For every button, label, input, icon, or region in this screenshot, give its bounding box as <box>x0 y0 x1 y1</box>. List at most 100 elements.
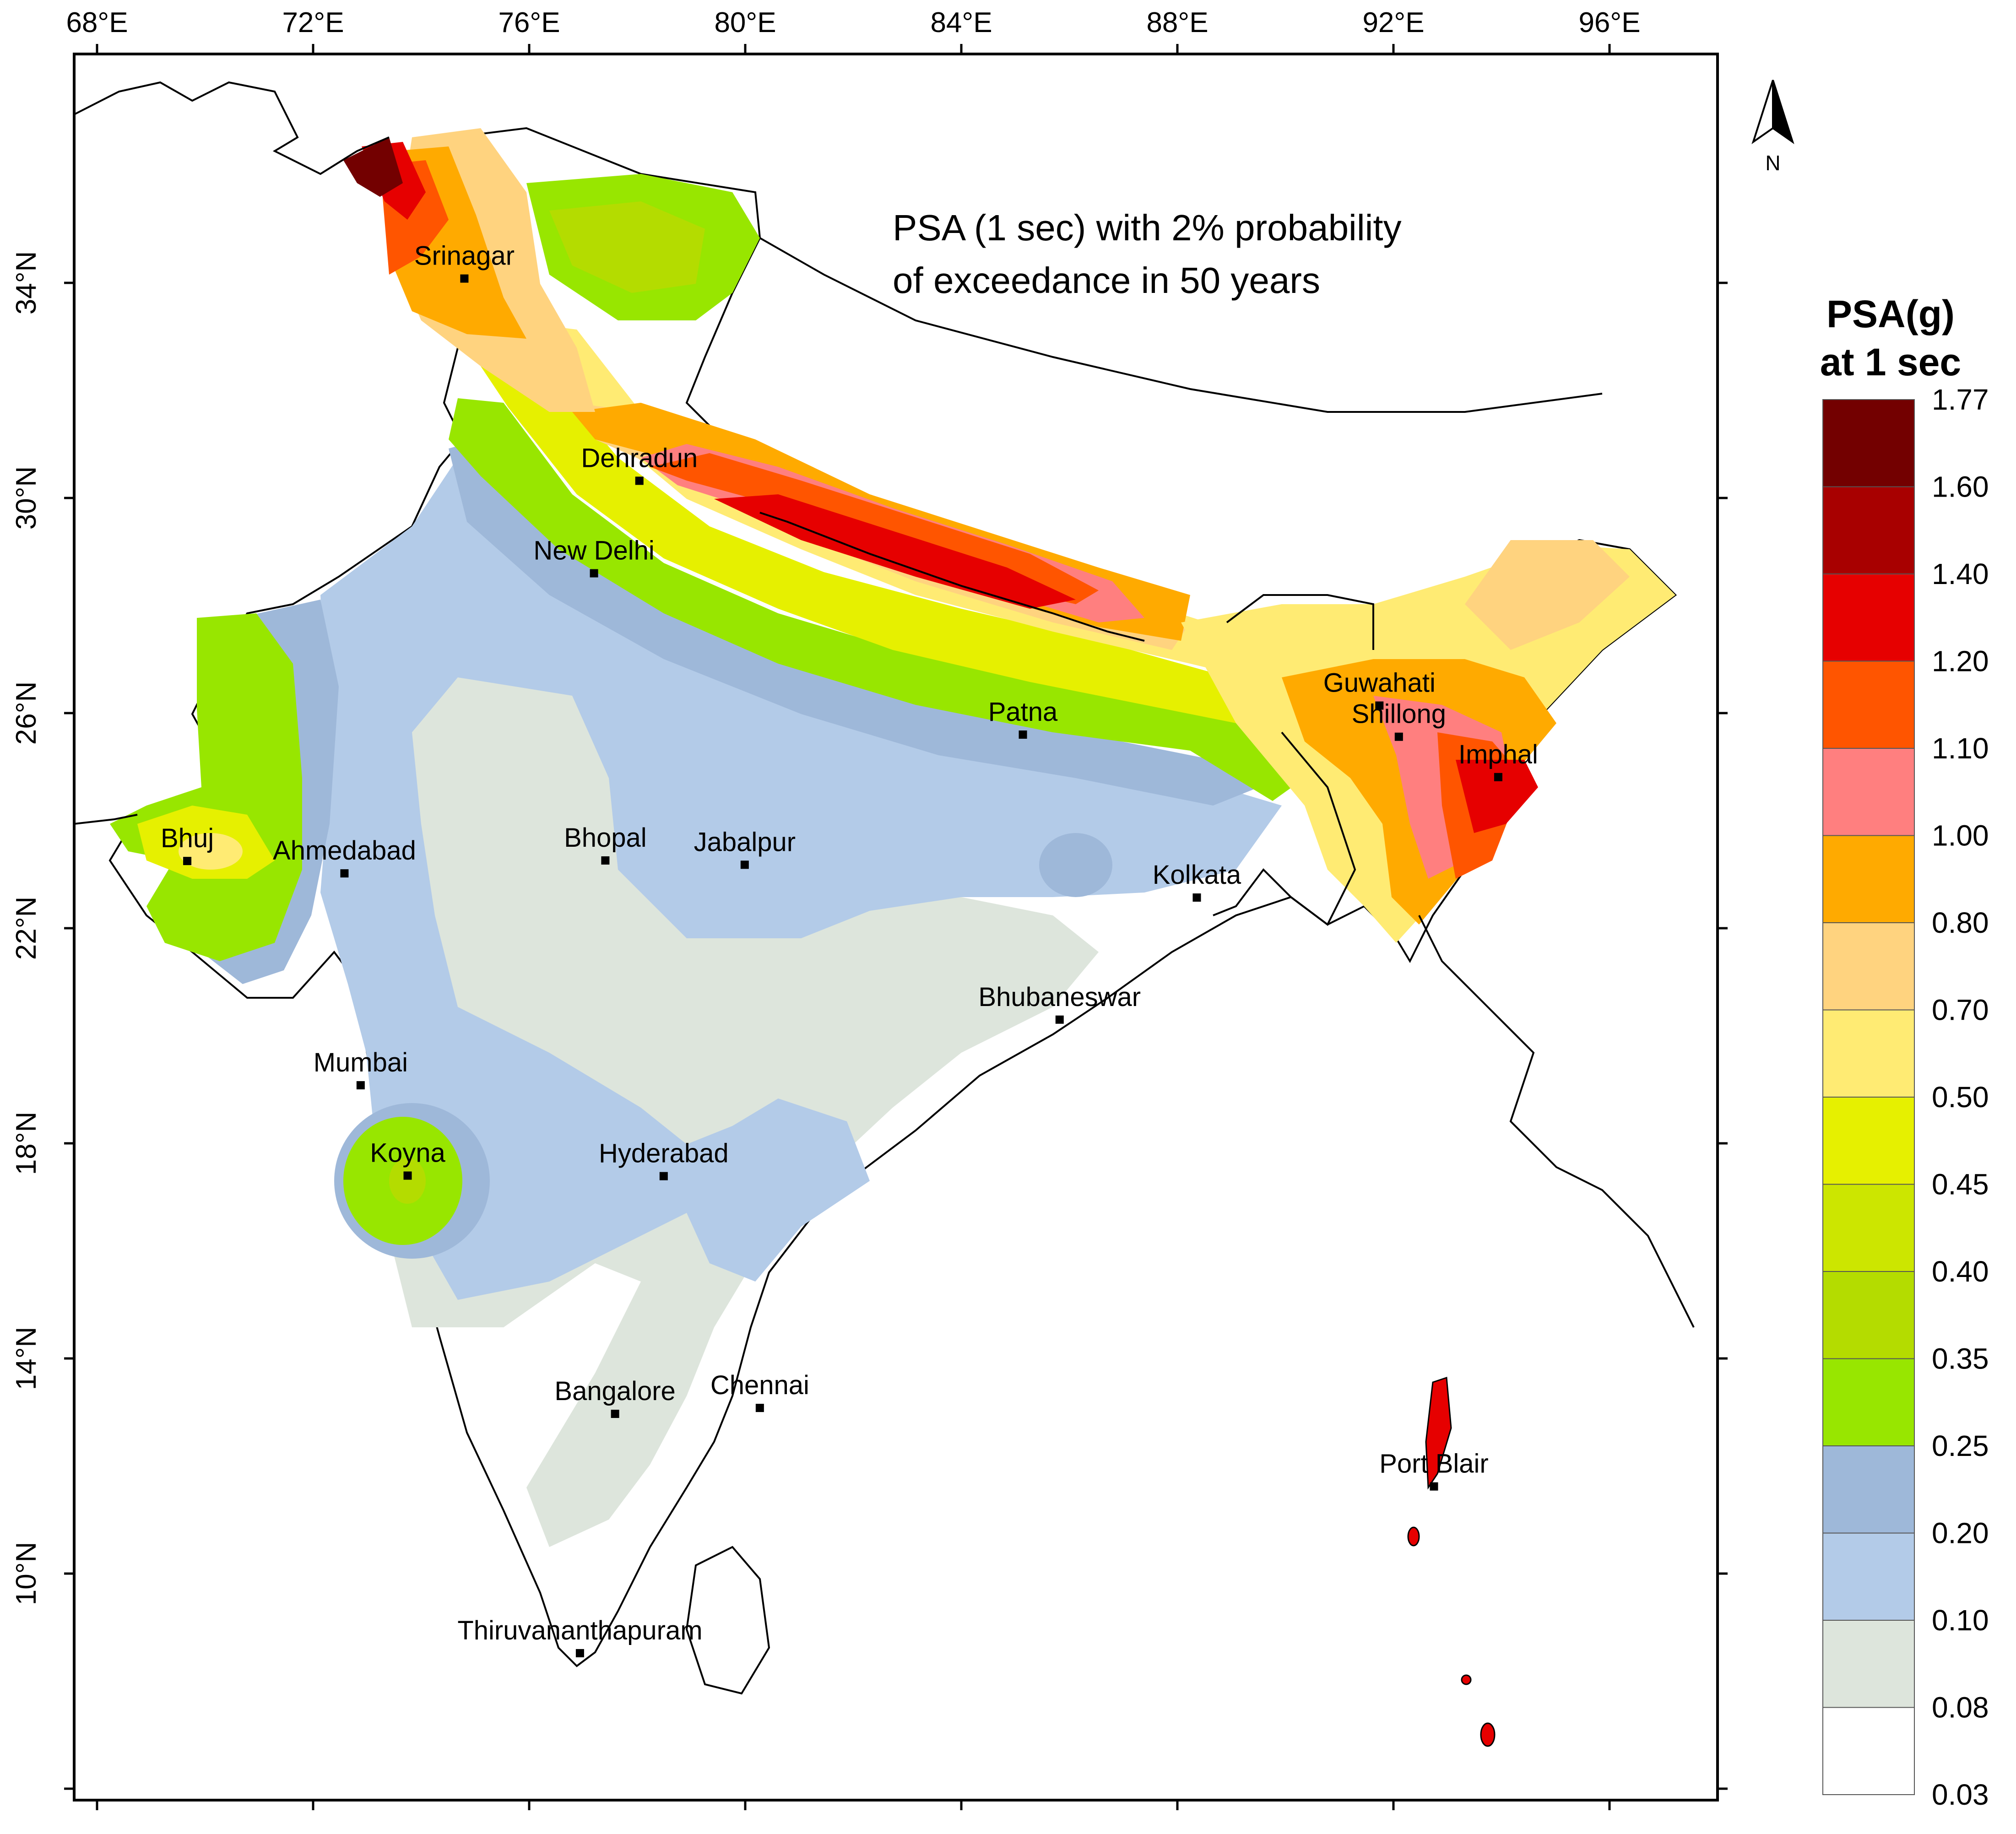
lon-tick-label: 96°E <box>1578 7 1640 38</box>
north-arrow-label: N <box>1765 151 1780 175</box>
lat-tick-label: 18°N <box>11 1112 42 1175</box>
city-layer: Srinagar Dehradun New Delhi Patna GuwahatiSh… <box>161 241 1538 1657</box>
boundary-tibet <box>759 237 1603 413</box>
city-marker <box>611 1410 619 1418</box>
legend-label: 0.08 <box>1932 1691 1989 1724</box>
legend-swatch <box>1822 399 1915 487</box>
city-label: Shillong <box>1352 699 1446 729</box>
legend-swatch <box>1822 1707 1915 1795</box>
legend-label: 1.60 <box>1932 471 1989 503</box>
city-label: Chennai <box>710 1370 809 1400</box>
legend-swatch <box>1822 922 1915 1011</box>
legend-title-line-1: PSA(g) <box>1826 292 1955 335</box>
city-label: Srinagar <box>414 241 515 271</box>
city-marker <box>1192 893 1201 902</box>
zone-0.10-0.20 <box>320 458 1282 1300</box>
legend-swatch <box>1822 1445 1915 1534</box>
zone-kashmir-1.77 <box>343 137 403 197</box>
legend-swatch <box>1822 835 1915 923</box>
legend-label: 1.20 <box>1932 645 1989 678</box>
city-marker <box>1494 773 1502 781</box>
city-label: Jabalpur <box>694 827 796 857</box>
legend-label: 1.10 <box>1932 732 1989 765</box>
city-label: Port Blair <box>1379 1449 1489 1479</box>
lon-axis-ticks <box>96 44 1611 1810</box>
legend-swatch <box>1822 1358 1915 1446</box>
lat-tick-label: 26°N <box>11 682 42 745</box>
legend-swatch <box>1822 1271 1915 1359</box>
lon-tick-label: 76°E <box>498 7 560 38</box>
zone-nicobar-2 <box>1480 1722 1496 1747</box>
zone-andaman-south <box>1407 1526 1420 1547</box>
legend-swatch <box>1822 748 1915 836</box>
city-marker <box>590 569 598 578</box>
lon-tick-label: 68°E <box>66 7 128 38</box>
legend-swatch <box>1822 1620 1915 1708</box>
legend-label: 0.50 <box>1932 1081 1989 1114</box>
city-marker <box>460 274 469 283</box>
zone-bhuj-0.70 <box>179 833 243 870</box>
lat-axis-ticks <box>64 281 1728 1790</box>
city-label: Hyderabad <box>599 1139 729 1169</box>
lat-tick-labels: 34°N 30°N 26°N 22°N 18°N 14°N 10°N <box>11 251 42 1606</box>
city-label: Dehradun <box>581 443 698 473</box>
city-label: Bangalore <box>554 1376 675 1406</box>
lon-tick-label: 84°E <box>930 7 992 38</box>
boundary-pakistan-coast <box>74 814 138 825</box>
zone-andaman-islands <box>1425 1376 1452 1490</box>
legend-label: 0.10 <box>1932 1604 1989 1637</box>
city-marker <box>755 1404 764 1412</box>
legend-label: 0.80 <box>1932 906 1989 939</box>
legend-swatches <box>1822 399 1915 1795</box>
zone-northeast-0.70 <box>1465 540 1630 650</box>
city-marker <box>1055 1015 1064 1024</box>
legend-swatch <box>1822 1097 1915 1185</box>
lat-tick-label: 34°N <box>11 251 42 315</box>
zone-1.20-1.40-band <box>714 494 1076 609</box>
legend-label: 0.35 <box>1932 1342 1989 1375</box>
legend-swatch <box>1822 660 1915 749</box>
city-label: Bhubaneswar <box>978 982 1141 1012</box>
legend-label: 0.70 <box>1932 994 1989 1027</box>
legend-label: 1.77 <box>1932 383 1989 416</box>
zone-koyna-0.40 <box>389 1158 426 1204</box>
hazard-zones <box>108 127 1677 1747</box>
city-marker <box>403 1171 412 1180</box>
legend-swatch <box>1822 1184 1915 1272</box>
map-panel: 68°E 72°E 76°E 80°E 84°E 88°E 92°E 96°E … <box>11 7 1794 1810</box>
zone-0.20-0.25-bengal <box>1039 833 1112 897</box>
lon-tick-label: 88°E <box>1146 7 1208 38</box>
legend-labels: 1.77 1.60 1.40 1.20 1.10 1.00 0.80 0.70 0.50 0.45… <box>1932 383 1989 1811</box>
legend: PSA(g) at 1 sec 1.77 1.60 1.40 1.20 1.10 1.00… <box>1820 292 1989 1811</box>
city-marker <box>740 860 749 869</box>
north-arrow-icon: N <box>1751 80 1794 175</box>
boundary-sri-lanka <box>685 1546 770 1695</box>
city-marker <box>1394 732 1403 741</box>
city-marker <box>340 869 349 878</box>
legend-label: 1.40 <box>1932 557 1989 590</box>
zone-0.35-0.50-band <box>481 366 1328 741</box>
legend-label: 0.45 <box>1932 1168 1989 1201</box>
lat-tick-label: 10°N <box>11 1542 42 1606</box>
city-label: Koyna <box>370 1138 445 1168</box>
city-label: Ahmedabad <box>273 836 416 866</box>
legend-label: 1.00 <box>1932 819 1989 852</box>
lon-tick-label: 80°E <box>714 7 776 38</box>
legend-swatch <box>1822 1009 1915 1098</box>
legend-swatch <box>1822 573 1915 662</box>
country-boundaries <box>74 81 1695 1695</box>
city-marker <box>1019 730 1027 739</box>
legend-label: 0.25 <box>1932 1429 1989 1462</box>
city-marker <box>635 476 644 485</box>
city-label: Guwahati <box>1323 668 1436 698</box>
city-label: New Delhi <box>533 536 654 566</box>
city-marker <box>659 1172 668 1180</box>
zone-0.20-0.25-north <box>449 439 1259 806</box>
city-label: Bhuj <box>161 823 214 853</box>
zone-imphal-1.20 <box>1456 760 1538 833</box>
city-marker <box>601 856 610 865</box>
lon-tick-labels: 68°E 72°E 76°E 80°E 84°E 88°E 92°E 96°E <box>66 7 1640 38</box>
boundary-myanmar <box>1418 915 1695 1328</box>
lat-tick-label: 22°N <box>11 897 42 960</box>
zone-0.25-0.35-band <box>449 398 1305 801</box>
